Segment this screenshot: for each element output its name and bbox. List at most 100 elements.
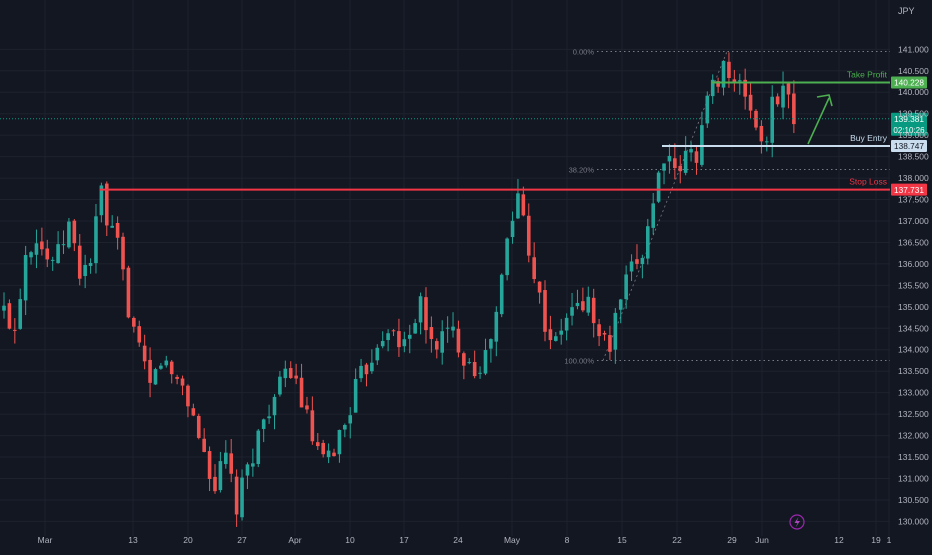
candle-body	[732, 79, 737, 83]
lightning-icon[interactable]	[789, 514, 805, 530]
candle-body	[175, 376, 179, 379]
candle-body	[337, 429, 342, 455]
candle-body	[348, 415, 353, 424]
candle-body	[478, 372, 482, 374]
candles	[2, 52, 796, 527]
y-tick-label: 131.000	[898, 473, 929, 483]
candle-body	[110, 225, 114, 228]
candle-body	[516, 193, 520, 219]
candle-body	[305, 405, 309, 410]
projection-arrow	[807, 94, 833, 145]
x-tick-label: 1	[887, 535, 892, 545]
candle-body	[754, 110, 758, 128]
candle-body	[613, 312, 618, 350]
x-tick-label: 27	[237, 535, 247, 545]
candle-body	[597, 324, 601, 337]
buy-entry-price-text: 138.747	[894, 141, 924, 151]
fib-trend-line	[602, 51, 728, 361]
candle-body	[245, 464, 250, 476]
candle-body	[581, 301, 585, 311]
last-price-tag	[891, 112, 927, 136]
candle-body	[564, 317, 569, 331]
candle-body	[543, 290, 547, 332]
x-tick-label: 15	[617, 535, 627, 545]
candle-body	[770, 96, 775, 143]
candle-body	[413, 323, 417, 334]
x-tick-label: 12	[834, 535, 844, 545]
x-tick-label: 17	[399, 535, 409, 545]
candle-body	[370, 362, 374, 372]
candle-body	[159, 365, 163, 369]
candle-body	[440, 331, 445, 353]
candle-body	[261, 419, 266, 429]
candle-body	[608, 335, 612, 352]
candle-body	[67, 221, 71, 248]
up-arrow-head-icon	[816, 94, 833, 107]
candle-body	[743, 79, 747, 97]
candle-body	[321, 442, 325, 455]
candle-body	[765, 141, 769, 143]
candle-body	[186, 385, 190, 407]
y-tick-label: 140.000	[898, 87, 929, 97]
candle-body	[489, 339, 493, 349]
fib-level-label: 100.00%	[564, 356, 594, 365]
candle-body	[429, 327, 434, 340]
candle-body	[673, 158, 677, 169]
y-tick-label: 139.500	[898, 109, 929, 119]
candle-body	[532, 257, 536, 280]
candle-body	[359, 365, 363, 379]
candle-body	[310, 410, 315, 442]
time-axis[interactable]: Mar 13 20 27 Apr 10 17 24 May 8 15 22 29 Jun 12 19 1	[38, 535, 892, 545]
candle-body	[624, 274, 628, 300]
candle-body	[526, 215, 531, 256]
candle-body	[435, 341, 439, 350]
x-tick-label: 22	[672, 535, 682, 545]
candle-body	[294, 375, 298, 379]
candle-body	[267, 416, 271, 419]
price-axis[interactable]: 141.000 140.500 140.000 139.500 139.000 138.5…	[898, 44, 929, 526]
candle-body	[748, 94, 753, 111]
currency-label: JPY	[898, 6, 915, 16]
y-tick-label: 132.500	[898, 409, 929, 419]
candle-body	[126, 267, 131, 318]
candle-body	[13, 329, 17, 331]
candle-body	[602, 333, 607, 335]
y-tick-label: 130.000	[898, 516, 929, 526]
candle-body	[137, 326, 142, 343]
up-arrow-shaft	[807, 97, 830, 145]
candle-body	[240, 477, 244, 518]
candle-body	[559, 330, 564, 335]
candle-body	[191, 408, 196, 416]
y-tick-label: 137.000	[898, 216, 929, 226]
candle-body	[618, 299, 623, 310]
x-tick-label: Mar	[38, 535, 53, 545]
candle-body	[521, 194, 526, 216]
y-tick-label: 138.000	[898, 173, 929, 183]
candle-body	[667, 155, 672, 162]
candle-body	[315, 442, 320, 447]
candle-body	[169, 361, 174, 375]
y-tick-label: 136.000	[898, 259, 929, 269]
candle-body	[721, 60, 726, 88]
candle-body	[570, 307, 574, 316]
candle-body	[662, 163, 666, 171]
candle-body	[56, 244, 60, 264]
candle-body	[737, 80, 742, 82]
buy-entry-label: Buy Entry	[850, 133, 888, 143]
candle-body	[50, 259, 55, 261]
trade-levels: Take Profit 140.228 Buy Entry 138.747 Stop L…	[0, 69, 927, 196]
candle-body	[380, 341, 385, 347]
candle-body	[645, 226, 650, 259]
candle-body	[462, 353, 466, 366]
y-tick-label: 132.000	[898, 431, 929, 441]
candle-body	[202, 438, 206, 452]
candle-body	[467, 362, 472, 364]
x-tick-label: 13	[128, 535, 138, 545]
y-tick-label: 137.500	[898, 195, 929, 205]
candle-body	[694, 151, 699, 163]
candle-body	[759, 125, 764, 142]
candle-body	[397, 331, 401, 348]
candle-body	[353, 378, 358, 413]
